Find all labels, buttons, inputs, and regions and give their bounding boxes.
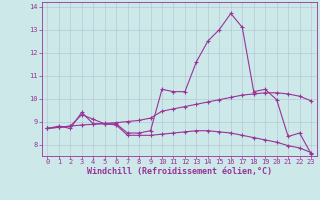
X-axis label: Windchill (Refroidissement éolien,°C): Windchill (Refroidissement éolien,°C) xyxy=(87,167,272,176)
